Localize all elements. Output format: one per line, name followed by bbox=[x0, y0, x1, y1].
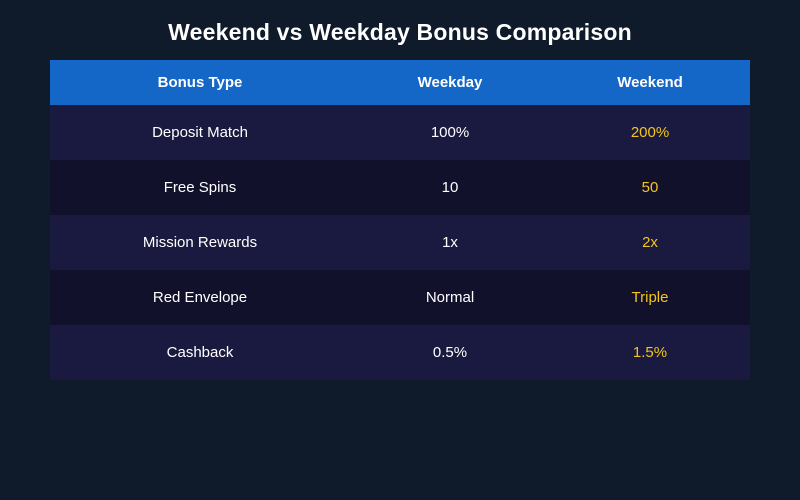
table-row: Deposit Match 100% 200% bbox=[50, 105, 750, 160]
table-row: Cashback 0.5% 1.5% bbox=[50, 325, 750, 380]
weekend-cell: 1.5% bbox=[632, 344, 668, 361]
weekend-cell: 2x bbox=[642, 234, 658, 251]
bonus-type-cell: Red Envelope bbox=[152, 289, 248, 306]
bonus-type-cell: Deposit Match bbox=[152, 124, 248, 141]
bonus-type-cell: Cashback bbox=[166, 344, 234, 361]
weekday-cell: 1x bbox=[442, 234, 458, 251]
weekday-cell: Normal bbox=[425, 289, 475, 306]
header-weekday: Weekday bbox=[417, 74, 483, 91]
bonus-type-cell: Free Spins bbox=[163, 179, 237, 196]
page-title: Weekend vs Weekday Bonus Comparison bbox=[168, 19, 632, 45]
table-row: Red Envelope Normal Triple bbox=[50, 270, 750, 325]
weekday-cell: 0.5% bbox=[432, 344, 468, 361]
bonus-comparison-table: Bonus Type Weekday Weekend Deposit Match… bbox=[50, 60, 750, 380]
weekday-cell: 10 bbox=[441, 179, 459, 196]
weekend-cell: 50 bbox=[641, 179, 659, 196]
bonus-type-cell: Mission Rewards bbox=[142, 234, 258, 251]
table-row: Free Spins 10 50 bbox=[50, 160, 750, 215]
weekend-cell: 200% bbox=[630, 124, 670, 141]
table-header-row: Bonus Type Weekday Weekend bbox=[50, 60, 750, 105]
header-weekend: Weekend bbox=[617, 74, 683, 91]
weekday-cell: 100% bbox=[430, 124, 470, 141]
table-row: Mission Rewards 1x 2x bbox=[50, 215, 750, 270]
weekend-cell: Triple bbox=[631, 289, 669, 306]
header-bonus-type: Bonus Type bbox=[157, 74, 243, 91]
